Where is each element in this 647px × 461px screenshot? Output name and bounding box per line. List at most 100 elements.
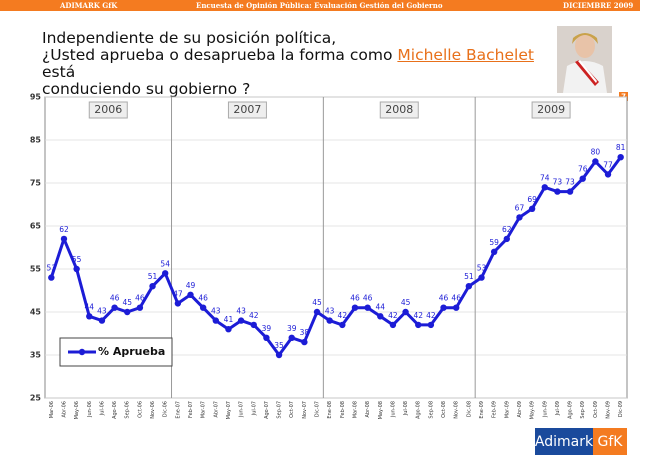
marker xyxy=(592,158,598,164)
data-label: 51 xyxy=(148,272,158,281)
marker xyxy=(213,317,219,323)
marker xyxy=(364,305,370,311)
period-label: 2009 xyxy=(537,103,565,116)
marker xyxy=(402,309,408,315)
marker xyxy=(86,313,92,319)
data-label: 77 xyxy=(603,160,613,169)
data-label: 49 xyxy=(186,281,196,290)
y-tick-label: 25 xyxy=(30,394,42,403)
x-tick-label: Oct-07 xyxy=(289,401,295,418)
marker xyxy=(453,305,459,311)
marker xyxy=(263,335,269,341)
x-tick-label: Dic-06 xyxy=(163,401,169,417)
x-tick-label: Jul-06 xyxy=(99,401,105,416)
x-tick-label: Dic-09 xyxy=(618,401,624,417)
x-tick-label: Nov-07 xyxy=(302,401,308,419)
marker xyxy=(162,270,168,276)
marker xyxy=(61,236,67,242)
y-tick-label: 95 xyxy=(30,93,42,102)
x-tick-label: Oct-08 xyxy=(441,401,447,418)
x-tick-label: Sep-09 xyxy=(580,401,586,419)
x-tick-label: Feb-08 xyxy=(340,401,346,418)
data-label: 46 xyxy=(451,294,461,303)
marker xyxy=(567,188,573,194)
data-label: 46 xyxy=(439,294,449,303)
marker xyxy=(440,305,446,311)
y-tick-label: 65 xyxy=(30,222,42,231)
data-label: 46 xyxy=(350,294,360,303)
data-label: 46 xyxy=(135,294,145,303)
y-tick-label: 45 xyxy=(30,308,42,317)
data-label: 67 xyxy=(515,203,525,212)
data-label: 55 xyxy=(72,255,82,264)
data-label: 81 xyxy=(616,143,626,152)
marker xyxy=(516,214,522,220)
marker xyxy=(48,274,54,280)
x-tick-label: Jul-09 xyxy=(555,401,561,416)
data-label: 46 xyxy=(363,294,373,303)
x-tick-label: Abr-09 xyxy=(517,401,523,418)
data-label: 39 xyxy=(287,324,297,333)
x-tick-label: Ene-07 xyxy=(175,401,181,419)
data-label: 46 xyxy=(110,294,120,303)
data-label: 45 xyxy=(401,298,411,307)
data-label: 76 xyxy=(578,165,588,174)
data-label: 53 xyxy=(47,264,57,273)
period-label: 2007 xyxy=(233,103,261,116)
x-tick-label: Oct-06 xyxy=(137,401,143,418)
chart: 7 Adimark GfK 25354555657585952006200720… xyxy=(0,0,647,461)
y-tick-label: 55 xyxy=(30,265,42,274)
marker xyxy=(149,283,155,289)
data-label: 38 xyxy=(300,328,310,337)
marker xyxy=(225,326,231,332)
marker xyxy=(124,309,130,315)
x-tick-label: Jun-06 xyxy=(87,401,93,418)
marker xyxy=(491,249,497,255)
data-label: 62 xyxy=(59,225,69,234)
marker xyxy=(428,322,434,328)
x-tick-label: Mar-07 xyxy=(201,401,207,418)
x-tick-label: Feb-07 xyxy=(188,401,194,418)
data-label: 42 xyxy=(426,311,436,320)
data-label: 42 xyxy=(388,311,398,320)
marker xyxy=(377,313,383,319)
x-tick-label: Feb-09 xyxy=(492,401,498,418)
marker xyxy=(200,305,206,311)
data-label: 43 xyxy=(325,307,335,316)
data-label: 35 xyxy=(274,341,284,350)
x-tick-label: Nov-06 xyxy=(150,401,156,419)
page: {"header": {"left": "ADIMARK GfK", "cent… xyxy=(0,0,647,461)
data-label: 44 xyxy=(376,302,386,311)
marker xyxy=(289,335,295,341)
data-label: 53 xyxy=(477,264,487,273)
logo-right: GfK xyxy=(598,434,624,450)
y-tick-label: 85 xyxy=(30,136,42,145)
x-tick-label: Mar-09 xyxy=(504,401,510,418)
x-tick-label: Mar-06 xyxy=(49,401,55,418)
data-label: 45 xyxy=(312,298,322,307)
data-label: 42 xyxy=(413,311,423,320)
data-label: 73 xyxy=(565,178,575,187)
data-label: 43 xyxy=(211,307,221,316)
x-tick-label: Sep-07 xyxy=(277,401,283,419)
x-tick-label: Abr-08 xyxy=(365,401,371,418)
data-label: 80 xyxy=(591,148,601,157)
marker xyxy=(415,322,421,328)
data-label: 42 xyxy=(249,311,259,320)
marker xyxy=(314,309,320,315)
period-label: 2008 xyxy=(385,103,413,116)
x-tick-label: Jun-09 xyxy=(542,401,548,418)
legend-label: % Aprueba xyxy=(98,345,165,358)
marker xyxy=(339,322,345,328)
marker xyxy=(542,184,548,190)
data-label: 39 xyxy=(262,324,272,333)
marker xyxy=(529,206,535,212)
marker xyxy=(301,339,307,345)
legend-marker xyxy=(79,349,85,355)
logo-left: Adimark xyxy=(535,434,594,450)
x-tick-label: Nov-08 xyxy=(454,401,460,419)
x-tick-label: Abr-07 xyxy=(213,401,219,418)
marker xyxy=(617,154,623,160)
marker xyxy=(352,305,358,311)
data-label: 54 xyxy=(160,259,170,268)
